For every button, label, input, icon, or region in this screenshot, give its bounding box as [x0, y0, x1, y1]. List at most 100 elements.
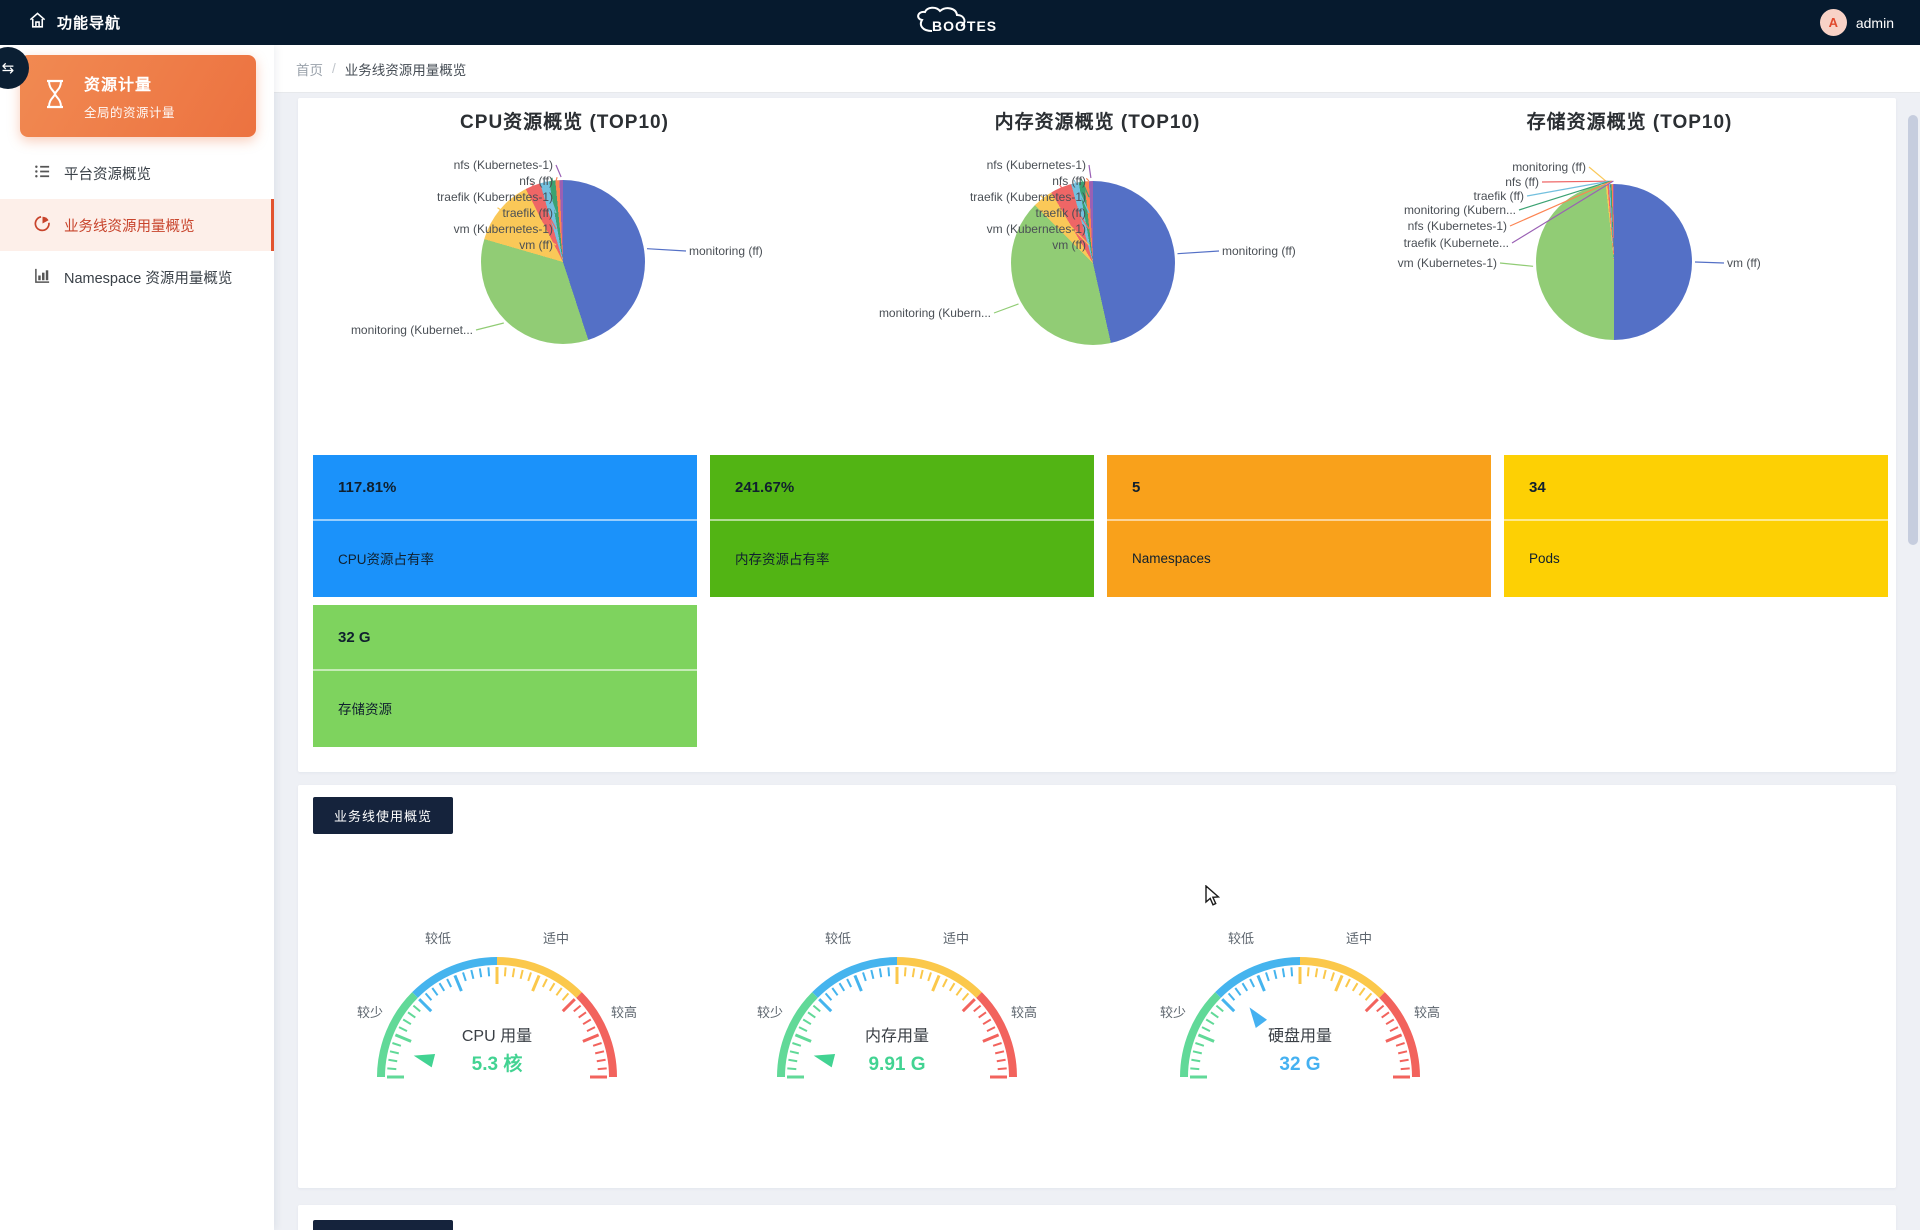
- stat-card-namespaces: 5 Namespaces: [1107, 455, 1491, 597]
- hourglass-icon: [42, 78, 68, 115]
- business-line-usage-panel: 业务线使用概览 较少 较低 适中较高 CPU 用量 5.3 核 较少 较低 适中较高内存用量…: [298, 785, 1896, 1188]
- sidebar-menu: 平台资源概览 业务线资源用量概览 Namespace 资源用量概览: [0, 147, 274, 303]
- stat-value: 241.67%: [710, 455, 1094, 521]
- pie-slice-label: vm (Kubernetes-1): [986, 222, 1086, 236]
- brand-logo-text: BOOTES: [932, 18, 997, 34]
- pie-slice-label: monitoring (Kubernet...: [350, 323, 473, 337]
- sidebar-module-title: 资源计量: [84, 77, 153, 94]
- memory-pie-chart: 内存资源概览 (TOP10) nfs (Kubernetes-1) nfs (ff…: [831, 98, 1364, 398]
- pie-slice-label: traefik (Kubernete...: [1403, 236, 1509, 250]
- stat-label: Namespaces: [1132, 550, 1211, 566]
- storage-pie: [1536, 184, 1692, 340]
- breadcrumb: 首页 / 业务线资源用量概览: [274, 45, 1920, 93]
- gauge-zone-label: 较高: [611, 1005, 637, 1020]
- sidebar: ⇆ 资源计量 全局的资源计量 平台资源概览 业务线资源用量概览 Names: [0, 45, 274, 1230]
- pie-slice-label: nfs (Kubernetes-1): [986, 158, 1086, 172]
- sidebar-module-card[interactable]: 资源计量 全局的资源计量: [20, 55, 256, 137]
- sidebar-module-subtitle: 全局的资源计量: [84, 106, 176, 120]
- pie-slice-label: vm (Kubernetes-1): [1397, 256, 1497, 270]
- nav-title: 功能导航: [57, 15, 122, 32]
- gauge-zone-label: 适中: [543, 931, 569, 946]
- top-navbar: 功能导航 BOOTES A admin: [0, 0, 1920, 45]
- stat-card-memory-occupancy: 241.67% 内存资源占有率: [710, 455, 1094, 597]
- cpu-chart-title: CPU资源概览 (TOP10): [460, 112, 669, 133]
- gauge-value: 9.91 G: [868, 1054, 925, 1075]
- pie-slice-label: traefik (Kubernetes-1): [969, 190, 1086, 204]
- next-section-panel-partial: [298, 1205, 1896, 1230]
- user-menu[interactable]: A admin: [1819, 0, 1894, 45]
- stat-label: 内存资源占有率: [735, 552, 830, 567]
- gauge-zone-label: 适中: [943, 931, 969, 946]
- gauge-zone-label: 较高: [1414, 1005, 1440, 1020]
- content-area: CPU资源概览 (TOP10) nfs (Kubernetes-1) nfs (f…: [274, 93, 1920, 1230]
- stat-card-storage: 32 G 存储资源: [313, 605, 697, 747]
- breadcrumb-separator: /: [332, 61, 336, 76]
- pie-slice-label: nfs (ff): [1052, 174, 1086, 188]
- storage-pie-chart: 存储资源概览 (TOP10) monitoring (ff) nfs (ff) tr…: [1363, 98, 1896, 398]
- pie-slice-label: monitoring (Kubern...: [878, 306, 991, 320]
- pie-slice-label: monitoring (Kubern...: [1403, 203, 1516, 217]
- sidebar-item-label: 业务线资源用量概览: [64, 218, 195, 235]
- pie-slice-label: nfs (Kubernetes-1): [453, 158, 553, 172]
- pie-slice-label: traefik (ff): [1035, 206, 1086, 220]
- pie-slice-label: nfs (Kubernetes-1): [1407, 219, 1507, 233]
- pie-slice-label: nfs (ff): [519, 174, 553, 188]
- pie-slice-label: vm (ff): [1727, 256, 1761, 270]
- vertical-scrollbar-thumb[interactable]: [1908, 115, 1918, 545]
- pie-slice-label: monitoring (ff): [1512, 160, 1586, 174]
- gauge-zone-label: 较少: [1160, 1005, 1186, 1020]
- sidebar-item-label: Namespace 资源用量概览: [64, 270, 233, 287]
- breadcrumb-home[interactable]: 首页: [296, 62, 323, 78]
- gauge-zone-label: 较低: [825, 931, 851, 946]
- stat-label: Pods: [1529, 550, 1560, 566]
- cpu-pie: [481, 180, 645, 344]
- home-icon: [28, 11, 47, 34]
- section-badge-partial: [313, 1220, 453, 1230]
- pie-slice-label: vm (ff): [1052, 238, 1086, 252]
- gauge-title: CPU 用量: [462, 1028, 532, 1045]
- pie-slice-label: traefik (Kubernetes-1): [436, 190, 553, 204]
- memory-usage-gauge: 较少 较低 适中较高内存用量 9.91 G: [747, 929, 1047, 1099]
- sidebar-collapse-button[interactable]: ⇆: [0, 47, 29, 89]
- gauge-zone-label: 较少: [757, 1005, 783, 1020]
- stat-card-cpu-occupancy: 117.81% CPU资源占有率: [313, 455, 697, 597]
- stat-card-pods: 34 Pods: [1504, 455, 1888, 597]
- cpu-usage-gauge: 较少 较低 适中较高 CPU 用量 5.3 核: [347, 929, 647, 1099]
- pie-slice-label: traefik (ff): [502, 206, 553, 220]
- gauge-zone-label: 较低: [1228, 931, 1254, 946]
- sidebar-item-business-line-usage[interactable]: 业务线资源用量概览: [0, 199, 274, 251]
- sidebar-item-platform-overview[interactable]: 平台资源概览: [0, 147, 274, 199]
- memory-pie: [1011, 181, 1175, 345]
- pie-slice-label: nfs (ff): [1505, 175, 1539, 189]
- pie-slice-label: traefik (ff): [1473, 189, 1524, 203]
- brand-logo: BOOTES: [908, 0, 1012, 45]
- avatar: A: [1819, 9, 1847, 36]
- gauge-value: 5.3 核: [472, 1052, 523, 1075]
- stat-label: 存储资源: [338, 702, 392, 717]
- sidebar-item-namespace-usage[interactable]: Namespace 资源用量概览: [0, 251, 274, 303]
- gauge-value: 32 G: [1279, 1054, 1320, 1075]
- stat-value: 32 G: [313, 605, 697, 671]
- sidebar-item-label: 平台资源概览: [64, 166, 151, 183]
- pie-slice-label: monitoring (ff): [689, 244, 763, 258]
- gauge-zone-label: 较低: [425, 931, 451, 946]
- list-icon: [34, 163, 51, 184]
- stat-value: 34: [1504, 455, 1888, 521]
- nav-menu-toggle[interactable]: 功能导航: [28, 0, 121, 45]
- breadcrumb-current: 业务线资源用量概览: [344, 62, 467, 78]
- disk-usage-gauge: 较少 较低 适中较高硬盘用量 32 G: [1150, 929, 1450, 1099]
- stat-value: 5: [1107, 455, 1491, 521]
- stat-value: 117.81%: [313, 455, 697, 521]
- user-name: admin: [1855, 14, 1894, 31]
- pie-chart-icon: [34, 215, 51, 236]
- swap-arrows-icon: ⇆: [1, 60, 15, 77]
- section-badge: 业务线使用概览: [313, 797, 454, 834]
- gauge-zone-label: 适中: [1346, 931, 1372, 946]
- pie-slice-label: vm (ff): [519, 238, 553, 252]
- gauge-zone-label: 较高: [1011, 1005, 1037, 1020]
- gauge-zone-label: 较少: [357, 1005, 383, 1020]
- resource-overview-panel: CPU资源概览 (TOP10) nfs (Kubernetes-1) nfs (f…: [298, 98, 1896, 772]
- gauge-title: 内存用量: [865, 1027, 929, 1045]
- gauge-title: 硬盘用量: [1268, 1026, 1332, 1045]
